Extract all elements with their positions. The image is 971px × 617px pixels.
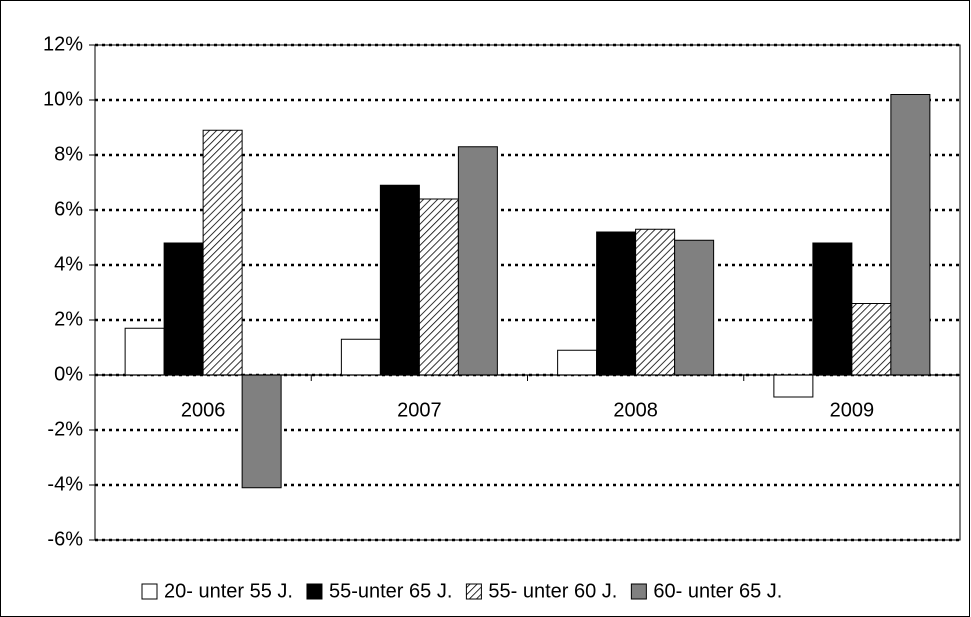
legend-label: 55- unter 60 J. [488,580,617,602]
bar [773,374,814,398]
bar [202,129,243,376]
legend-swatch [141,583,158,600]
bar [557,349,598,376]
legend-swatch [306,583,323,600]
legend-swatch [630,583,647,600]
bar [457,146,498,376]
bar [596,231,637,376]
y-tick-label: -6% [47,528,83,550]
bar [812,242,853,376]
y-tick-label: 6% [54,198,83,220]
bar [674,239,715,376]
y-tick-label: 4% [54,253,83,275]
y-tick-label: -4% [47,473,83,495]
bar [379,184,420,376]
bar [124,327,165,376]
legend-label: 20- unter 55 J. [164,580,293,602]
y-tick-label: 10% [43,88,83,110]
x-tick-label: 2008 [613,399,658,421]
bar [340,338,381,376]
y-tick-label: 2% [54,308,83,330]
bar [851,303,892,376]
y-tick-label: 8% [54,143,83,165]
legend-swatch [465,583,482,600]
plot-area [94,44,961,541]
bar [635,228,676,376]
x-tick-label: 2006 [181,399,226,421]
y-tick-label: 12% [43,33,83,55]
bar [418,198,459,376]
bar [890,94,931,376]
y-tick-label: -2% [47,418,83,440]
y-tick-label: 0% [54,363,83,385]
x-tick-label: 2009 [830,399,875,421]
bar [163,242,204,376]
x-tick-label: 2007 [397,399,442,421]
legend-label: 55-unter 65 J. [329,580,452,602]
legend-label: 60- unter 65 J. [653,580,782,602]
bar [241,374,282,489]
